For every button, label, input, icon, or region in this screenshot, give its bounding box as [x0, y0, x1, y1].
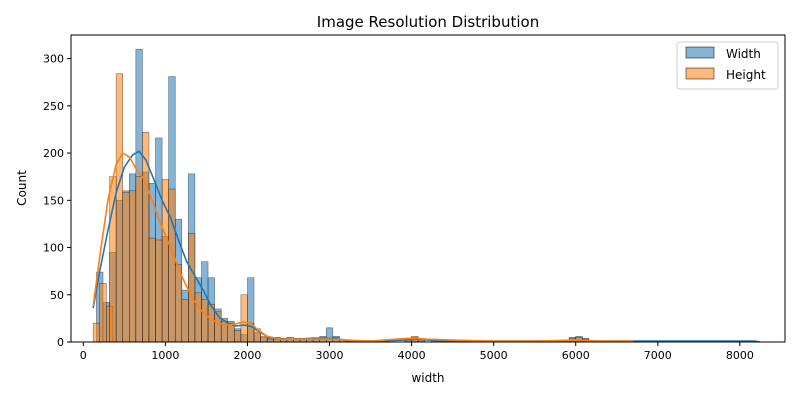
x-tick-label-4: 4000 [398, 349, 426, 362]
y-tick-label-3: 150 [43, 194, 64, 207]
x-tick-label-1: 1000 [151, 349, 179, 362]
x-tick-label-7: 7000 [644, 349, 672, 362]
height-bar-15 [188, 233, 196, 343]
height-bar-22 [234, 330, 242, 343]
height-bar-4 [115, 73, 123, 343]
legend: Width Height [676, 41, 779, 90]
height-bar-17 [201, 299, 209, 343]
height-bar-7 [135, 176, 143, 343]
plot-frame [70, 34, 786, 343]
y-tick-label-2: 100 [43, 242, 64, 255]
y-axis-label: Count [15, 170, 29, 206]
y-tick-label-6: 300 [43, 53, 64, 66]
x-tick-label-2: 2000 [233, 349, 261, 362]
legend-label-height: Height [726, 68, 766, 82]
x-tick-label-3: 3000 [316, 349, 344, 362]
x-axis-label: width [411, 371, 444, 385]
height-bar-13 [174, 264, 183, 343]
height-bar-6 [129, 190, 137, 343]
height-bar-10 [155, 239, 163, 343]
x-tick-label-6: 6000 [562, 349, 590, 362]
y-tick-label-0: 0 [57, 336, 64, 349]
height-bar-16 [194, 292, 202, 343]
x-tick-label-5: 5000 [480, 349, 508, 362]
x-tick-label-8: 8000 [726, 349, 754, 362]
y-tick-label-4: 200 [43, 147, 64, 160]
height-bar-5 [122, 192, 130, 343]
legend-swatch-height [685, 67, 715, 80]
x-axis-ticks: 0 1000 2000 3000 4000 5000 6000 7000 8000 [80, 342, 754, 362]
chart-title: Image Resolution Distribution [317, 13, 539, 31]
height-bar-12 [168, 188, 176, 343]
height-bar-9 [148, 237, 156, 343]
y-tick-label-1: 50 [50, 289, 64, 302]
y-axis-ticks: 0 50 100 150 200 250 300 [43, 53, 71, 349]
height-bar-21 [227, 322, 235, 343]
height-bar-26 [260, 336, 268, 343]
height-bar-14 [181, 299, 189, 343]
legend-label-width: Width [726, 47, 761, 61]
y-tick-label-5: 250 [43, 100, 64, 113]
legend-swatch-width [685, 46, 715, 59]
plot-area [92, 48, 760, 343]
height-kde-line [92, 152, 634, 342]
height-bar-3 [109, 176, 117, 343]
height-bar-0 [92, 322, 100, 343]
height-bar-1 [99, 283, 107, 343]
height-bar-23 [240, 294, 248, 343]
x-tick-label-0: 0 [80, 349, 87, 362]
